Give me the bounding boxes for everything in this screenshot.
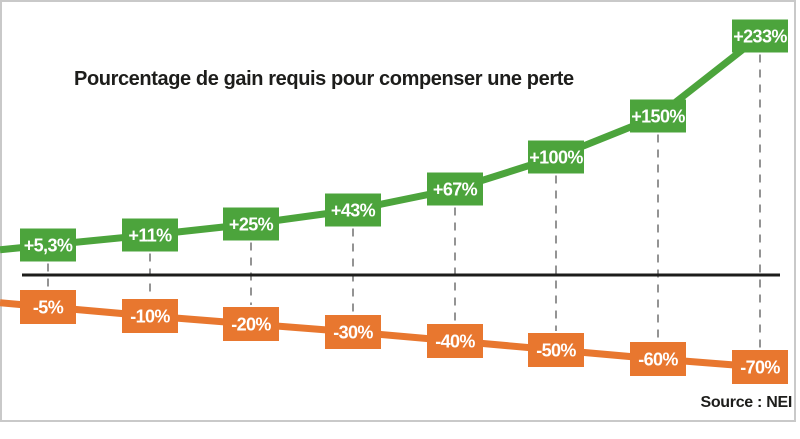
loss-label-box <box>427 324 483 358</box>
gain-label-box <box>325 193 381 227</box>
gain-label-box <box>122 218 178 252</box>
loss-label-text: -20% <box>231 315 271 335</box>
chart-title: Pourcentage de gain requis pour compense… <box>74 68 574 90</box>
loss-label-text: -5% <box>33 298 64 318</box>
loss-label-box <box>325 315 381 349</box>
loss-label-text: -40% <box>435 332 475 352</box>
gain-label-text: +43% <box>331 201 376 221</box>
loss-label-box <box>630 342 686 376</box>
gain-label-text: +100% <box>529 148 583 168</box>
gain-label-text: +233% <box>733 27 787 47</box>
gain-label-box <box>630 99 686 133</box>
gain-label-box <box>732 19 788 53</box>
loss-label-box <box>528 333 584 367</box>
source-caption: Source : NEI <box>700 394 792 411</box>
gain-label-text: +25% <box>229 215 274 235</box>
gain-label-text: +150% <box>631 107 685 127</box>
loss-label-text: -10% <box>130 307 170 327</box>
gain-label-text: +11% <box>128 226 172 246</box>
gain-label-box <box>427 172 483 206</box>
loss-label-box <box>122 299 178 333</box>
gain-label-box <box>528 140 584 174</box>
loss-label-text: -30% <box>333 323 373 343</box>
loss-label-text: -50% <box>536 341 576 361</box>
panel-border <box>0 0 796 422</box>
loss-label-text: -70% <box>740 358 780 378</box>
gain-label-box <box>20 228 76 262</box>
gain-label-text: +67% <box>433 180 478 200</box>
loss-label-box <box>732 350 788 384</box>
loss-label-text: -60% <box>638 350 678 370</box>
gain-label-box <box>223 207 279 241</box>
loss-label-box <box>223 307 279 341</box>
loss-label-box <box>20 290 76 324</box>
gain-label-text: +5,3% <box>24 236 73 256</box>
